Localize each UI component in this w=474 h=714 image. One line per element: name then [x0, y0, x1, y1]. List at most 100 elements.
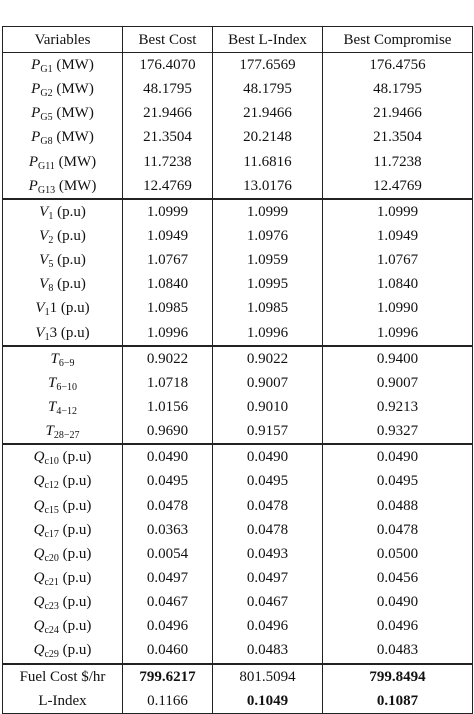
results-table: Variables Best Cost Best L-Index Best Compr… — [2, 26, 473, 714]
table-row: V8 (p.u) 1.0840 1.0995 1.0840 — [2, 272, 473, 297]
variable-symbol: Q — [33, 497, 45, 514]
variable-symbol: V — [39, 228, 49, 245]
value-cell: 1.0840 — [122, 272, 213, 297]
variable-cell: PG8 (MW) — [2, 125, 123, 150]
value-cell: 0.0495 — [212, 469, 323, 494]
table-row: PG1 (MW) 176.4070 177.6569 176.4756 — [2, 52, 473, 78]
value-cell: 0.9690 — [122, 419, 213, 445]
value-cell: 0.0490 — [322, 443, 473, 470]
variable-subscript: G2 — [40, 88, 53, 100]
value-cell: 0.0495 — [122, 469, 213, 494]
variable-unit: (p.u) — [58, 642, 92, 659]
variable-unit: (p.u) — [58, 545, 92, 562]
variable-unit: (p.u) — [58, 497, 92, 514]
value-cell: 176.4756 — [322, 52, 473, 78]
variable-subscript: G5 — [40, 112, 53, 124]
variable-cell: PG1 (MW) — [2, 52, 123, 78]
value-cell: 0.0496 — [212, 614, 323, 639]
value-cell: 0.0490 — [322, 590, 473, 615]
value-cell: 177.6569 — [212, 52, 323, 78]
value-cell: 0.0496 — [322, 614, 473, 639]
variable-unit: (MW) — [55, 177, 97, 194]
value-cell: 1.0949 — [122, 223, 213, 249]
variable-unit: (MW) — [52, 129, 94, 146]
variable-subscript: 1 — [44, 331, 50, 343]
variable-symbol: T — [50, 350, 59, 367]
variable-cell: Fuel Cost $/hr — [2, 662, 123, 689]
value-cell: 1.0995 — [212, 272, 323, 297]
variable-symbol: P — [31, 57, 41, 74]
value-cell: 0.0497 — [212, 565, 323, 591]
variable-symbol: Q — [33, 642, 45, 659]
variable-cell: PG11 (MW) — [2, 149, 123, 174]
variable-unit: (p.u) — [58, 594, 92, 611]
variable-subscript: c17 — [44, 528, 59, 540]
variable-symbol: Q — [33, 618, 45, 635]
value-cell: 0.9022 — [212, 344, 323, 371]
value-cell: 1.0996 — [212, 320, 323, 346]
table-row: Fuel Cost $/hr 799.6217 801.5094 799.8494 — [2, 662, 473, 689]
table-row: Qc15 (p.u) 0.0478 0.0478 0.0488 — [2, 493, 473, 518]
value-cell: 0.9007 — [322, 370, 473, 395]
table-row: V13 (p.u) 1.0996 1.0996 1.0996 — [2, 320, 473, 346]
value-cell: 0.0467 — [122, 590, 213, 615]
value-cell: 0.0483 — [322, 638, 473, 664]
table-row: Qc21 (p.u) 0.0497 0.0497 0.0456 — [2, 565, 473, 591]
variable-cell: PG13 (MW) — [2, 173, 123, 199]
value-cell: 0.0478 — [322, 517, 473, 542]
value-cell: 1.0949 — [322, 223, 473, 249]
variable-subscript: c12 — [44, 480, 59, 492]
value-cell: 21.3504 — [122, 125, 213, 150]
variable-subscript: c20 — [44, 552, 59, 564]
table-row: Qc12 (p.u) 0.0495 0.0495 0.0495 — [2, 469, 473, 494]
variable-cell: Qc20 (p.u) — [2, 541, 123, 566]
value-cell: 20.2148 — [212, 125, 323, 150]
variable-cell: V8 (p.u) — [2, 272, 123, 297]
value-cell: 48.1795 — [322, 77, 473, 102]
value-cell: 1.0718 — [122, 370, 213, 395]
variable-cell: Qc15 (p.u) — [2, 493, 123, 518]
value-cell: 1.0999 — [122, 197, 213, 224]
header-row: Variables Best Cost Best L-Index Best Compr… — [2, 26, 473, 53]
value-cell: 0.0460 — [122, 638, 213, 664]
variable-subscript: G13 — [37, 184, 56, 196]
variable-unit: (MW) — [52, 57, 94, 74]
table-row: V1 (p.u) 1.0999 1.0999 1.0999 — [2, 197, 473, 224]
value-cell: 1.0767 — [322, 248, 473, 273]
value-cell: 0.0490 — [122, 443, 213, 470]
value-cell: 0.0478 — [212, 517, 323, 542]
variable-symbol: Q — [33, 545, 45, 562]
table-row: PG8 (MW) 21.3504 20.2148 21.3504 — [2, 125, 473, 150]
value-cell: 11.7238 — [322, 149, 473, 174]
variable-unit: (p.u) — [58, 618, 92, 635]
value-cell: 1.0985 — [212, 296, 323, 321]
table-row: Qc29 (p.u) 0.0460 0.0483 0.0483 — [2, 638, 473, 664]
variable-cell: Qc21 (p.u) — [2, 565, 123, 591]
header-cell: Best Cost — [122, 26, 213, 53]
value-cell: 799.6217 — [122, 662, 213, 689]
variable-unit: (p.u) — [53, 228, 86, 245]
variable-cell: L-Index — [2, 688, 123, 714]
value-cell: 0.0493 — [212, 541, 323, 566]
table-row: PG2 (MW) 48.1795 48.1795 48.1795 — [2, 77, 473, 102]
value-cell: 0.9400 — [322, 344, 473, 371]
variable-cell: Qc12 (p.u) — [2, 469, 123, 494]
value-cell: 0.9327 — [322, 419, 473, 445]
value-cell: 1.0999 — [212, 197, 323, 224]
table-row: Qc23 (p.u) 0.0467 0.0467 0.0490 — [2, 590, 473, 615]
variable-cell: Qc17 (p.u) — [2, 517, 123, 542]
variable-cell: Qc24 (p.u) — [2, 614, 123, 639]
variable-symbol: V — [35, 324, 45, 341]
variable-symbol: V — [39, 276, 49, 293]
table-row: V5 (p.u) 1.0767 1.0959 1.0767 — [2, 248, 473, 273]
value-cell: 0.0496 — [122, 614, 213, 639]
variable-symbol: T — [48, 374, 57, 391]
value-cell: 1.0990 — [322, 296, 473, 321]
value-cell: 0.0456 — [322, 565, 473, 591]
table-row: T28−27 0.9690 0.9157 0.9327 — [2, 419, 473, 445]
variable-cell: V13 (p.u) — [2, 320, 123, 346]
header-cell: Variables — [2, 26, 123, 53]
variable-subscript: c15 — [44, 504, 59, 516]
variable-unit: (MW) — [54, 153, 97, 170]
